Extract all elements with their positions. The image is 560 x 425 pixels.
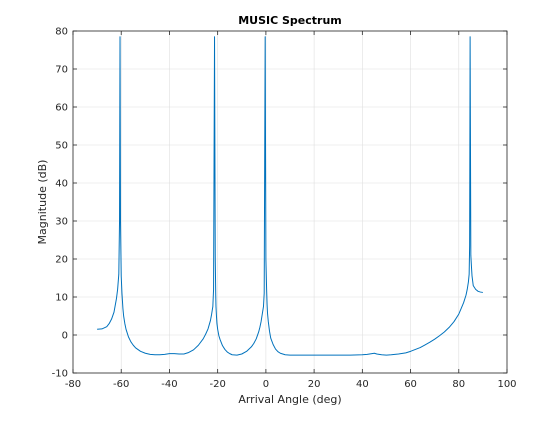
spectrum-line — [97, 36, 483, 356]
x-tick-label: 0 — [263, 379, 269, 390]
y-tick-label: 30 — [55, 217, 68, 228]
y-tick-label: 80 — [55, 27, 68, 38]
y-axis-title: Magnitude (dB) — [36, 160, 49, 245]
series-layer — [97, 36, 483, 356]
y-tick-label: 60 — [55, 103, 68, 114]
x-tick-label: -40 — [161, 379, 177, 390]
y-tick-label: 10 — [55, 293, 68, 304]
y-tick-label: 0 — [62, 331, 68, 342]
x-tick-label: 40 — [356, 379, 369, 390]
x-tick-labels: -80 -60 -40 -20 0 20 40 60 80 100 — [65, 379, 517, 390]
y-tick-label: -10 — [52, 369, 68, 380]
x-tick-label: -60 — [113, 379, 129, 390]
x-tick-label: 80 — [452, 379, 465, 390]
y-tick-label: 40 — [55, 179, 68, 190]
plot-area — [73, 31, 507, 373]
x-axis-title: Arrival Angle (deg) — [238, 393, 341, 406]
y-tick-label: 50 — [55, 141, 68, 152]
ticks — [72, 30, 508, 374]
y-tick-label: 70 — [55, 65, 68, 76]
x-tick-label: 60 — [404, 379, 417, 390]
x-tick-label: -20 — [209, 379, 225, 390]
chart-title: MUSIC Spectrum — [238, 14, 342, 27]
y-tick-label: 20 — [55, 255, 68, 266]
x-tick-label: 100 — [497, 379, 516, 390]
y-tick-labels: -10 0 10 20 30 40 50 60 70 80 — [52, 27, 68, 380]
x-tick-label: -80 — [65, 379, 81, 390]
plot-frame — [72, 30, 508, 374]
x-tick-label: 20 — [308, 379, 321, 390]
